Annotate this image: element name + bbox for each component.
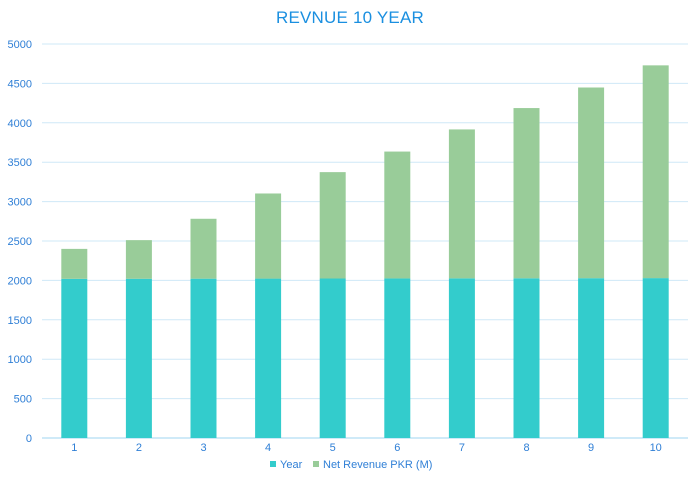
bar-net-revenue-3 bbox=[190, 218, 217, 279]
bar-year-1 bbox=[61, 278, 88, 438]
y-tick-label: 0 bbox=[26, 433, 32, 445]
legend-label: Year bbox=[280, 459, 303, 471]
y-tick-label: 2500 bbox=[8, 236, 32, 248]
bar-net-revenue-8 bbox=[513, 108, 540, 279]
bar-year-8 bbox=[513, 278, 540, 438]
legend-swatch bbox=[270, 461, 276, 467]
y-tick-label: 5000 bbox=[8, 39, 32, 51]
bar-net-revenue-4 bbox=[255, 193, 282, 279]
bar-net-revenue-5 bbox=[319, 172, 346, 279]
x-tick-label: 5 bbox=[330, 442, 336, 454]
bar-net-revenue-1 bbox=[61, 248, 88, 279]
y-tick-label: 1000 bbox=[8, 354, 32, 366]
bar-year-6 bbox=[384, 278, 411, 438]
bar-net-revenue-10 bbox=[642, 65, 669, 279]
bar-net-revenue-2 bbox=[125, 240, 152, 279]
x-tick-label: 9 bbox=[588, 442, 594, 454]
y-tick-label: 3000 bbox=[8, 197, 32, 209]
bar-year-9 bbox=[578, 278, 605, 438]
bar-year-2 bbox=[125, 278, 152, 438]
bar-net-revenue-9 bbox=[578, 87, 605, 279]
x-tick-label: 10 bbox=[650, 442, 662, 454]
y-tick-label: 4000 bbox=[8, 118, 32, 130]
x-tick-label: 1 bbox=[71, 442, 77, 454]
bar-year-10 bbox=[642, 278, 669, 438]
x-tick-label: 2 bbox=[136, 442, 142, 454]
x-tick-label: 7 bbox=[459, 442, 465, 454]
x-tick-label: 8 bbox=[523, 442, 529, 454]
x-tick-label: 4 bbox=[265, 442, 271, 454]
bar-net-revenue-7 bbox=[448, 129, 475, 279]
y-tick-label: 500 bbox=[14, 394, 32, 406]
y-tick-label: 3500 bbox=[8, 157, 32, 169]
x-axis-tick-labels: 1 2 3 4 5 6 7 8 9 10 bbox=[71, 442, 662, 454]
y-tick-label: 1500 bbox=[8, 315, 32, 327]
legend-label: Net Revenue PKR (M) bbox=[323, 459, 432, 471]
legend-swatch bbox=[313, 461, 319, 467]
y-axis-tick-labels: 0 500 1000 1500 2000 2500 3000 3500 4000 4500 5000 bbox=[8, 39, 32, 445]
bar-year-4 bbox=[255, 278, 282, 438]
y-tick-label: 4500 bbox=[8, 78, 32, 90]
bar-year-5 bbox=[319, 278, 346, 438]
bars bbox=[61, 65, 669, 438]
chart-title: REVNUE 10 YEAR bbox=[276, 8, 424, 27]
x-tick-label: 6 bbox=[394, 442, 400, 454]
bar-year-7 bbox=[448, 278, 475, 438]
x-tick-label: 3 bbox=[200, 442, 206, 454]
y-tick-label: 2000 bbox=[8, 275, 32, 287]
bar-year-3 bbox=[190, 278, 217, 438]
legend: Year Net Revenue PKR (M) bbox=[270, 459, 432, 471]
bar-net-revenue-6 bbox=[384, 151, 411, 279]
